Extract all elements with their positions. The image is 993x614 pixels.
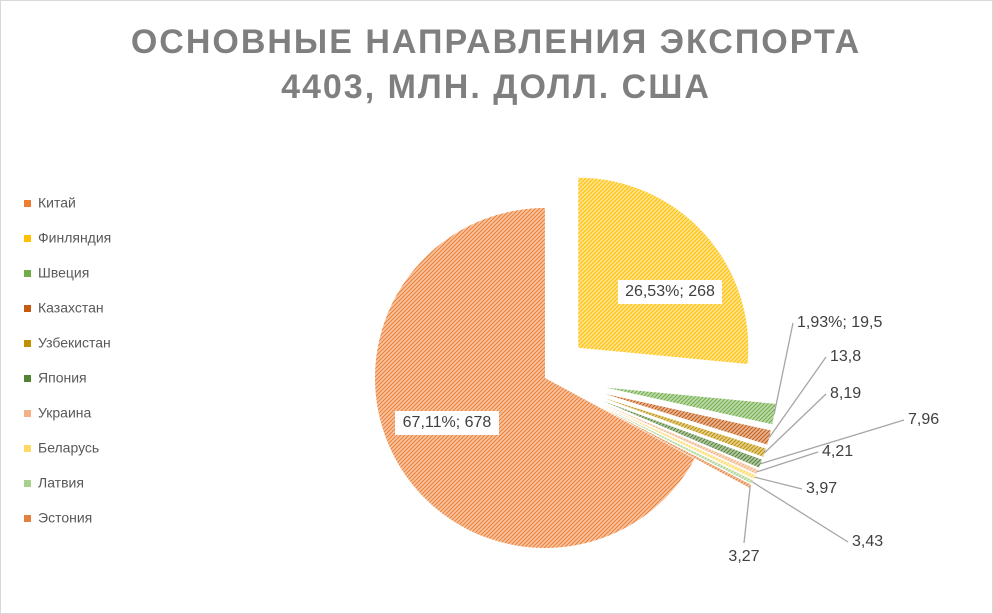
pie-slice [599,406,751,488]
legend-label: Узбекистан [38,335,111,351]
pie-slice [601,404,756,480]
data-label: 8,19 [830,385,861,402]
legend-label: Китай [38,195,76,211]
chart-title: ОСНОВНЫЕ НАПРАВЛЕНИЯ ЭКСПОРТА [131,23,861,61]
leader-line [764,393,827,454]
legend-swatch [24,340,31,347]
data-label: 3,97 [806,480,837,497]
pie-slice [606,387,776,425]
data-label: 67,11%; 678 [403,414,492,431]
leader-line [754,476,803,490]
pie-slice [600,405,754,484]
legend-swatch [24,375,31,382]
legend-swatch [24,480,31,487]
pie-slice [603,397,766,457]
legend-label: Казахстан [38,300,104,316]
legend-label: Финляндия [38,230,111,246]
pie-slice [375,208,695,548]
data-label: 7,96 [908,411,939,428]
data-label: 3,43 [852,533,883,550]
data-label-bg [395,411,499,435]
legend-label: Беларусь [38,440,99,456]
legend-swatch [24,305,31,312]
data-label: 3,27 [728,548,759,565]
leader-line [773,322,794,415]
legend-swatch [24,445,31,452]
data-label-bg [618,280,722,304]
legend-swatch [24,235,31,242]
legend-swatch [24,200,31,207]
pie-slice [602,400,763,468]
data-label: 26,53%; 268 [625,283,715,300]
pie-slice [601,403,759,474]
leader-line [756,451,819,473]
leader-line [752,481,849,543]
legend-label: Эстония [38,510,92,526]
legend-label: Латвия [38,475,84,491]
legend-label: Япония [38,370,87,386]
data-label: 4,21 [822,443,853,460]
data-label: 1,93%; 19,5 [797,314,883,331]
legend-swatch [24,270,31,277]
leader-line [768,356,827,438]
legend-swatch [24,515,31,522]
pie-slice [578,177,749,364]
chart-title: 4403, МЛН. ДОЛЛ. США [281,68,711,106]
leader-line [743,486,751,544]
data-label: 13,8 [830,348,861,365]
legend-label: Украина [38,405,92,421]
leader-line [760,419,905,465]
legend-swatch [24,410,31,417]
pie-slice [604,393,771,445]
legend-label: Швеция [38,265,89,281]
